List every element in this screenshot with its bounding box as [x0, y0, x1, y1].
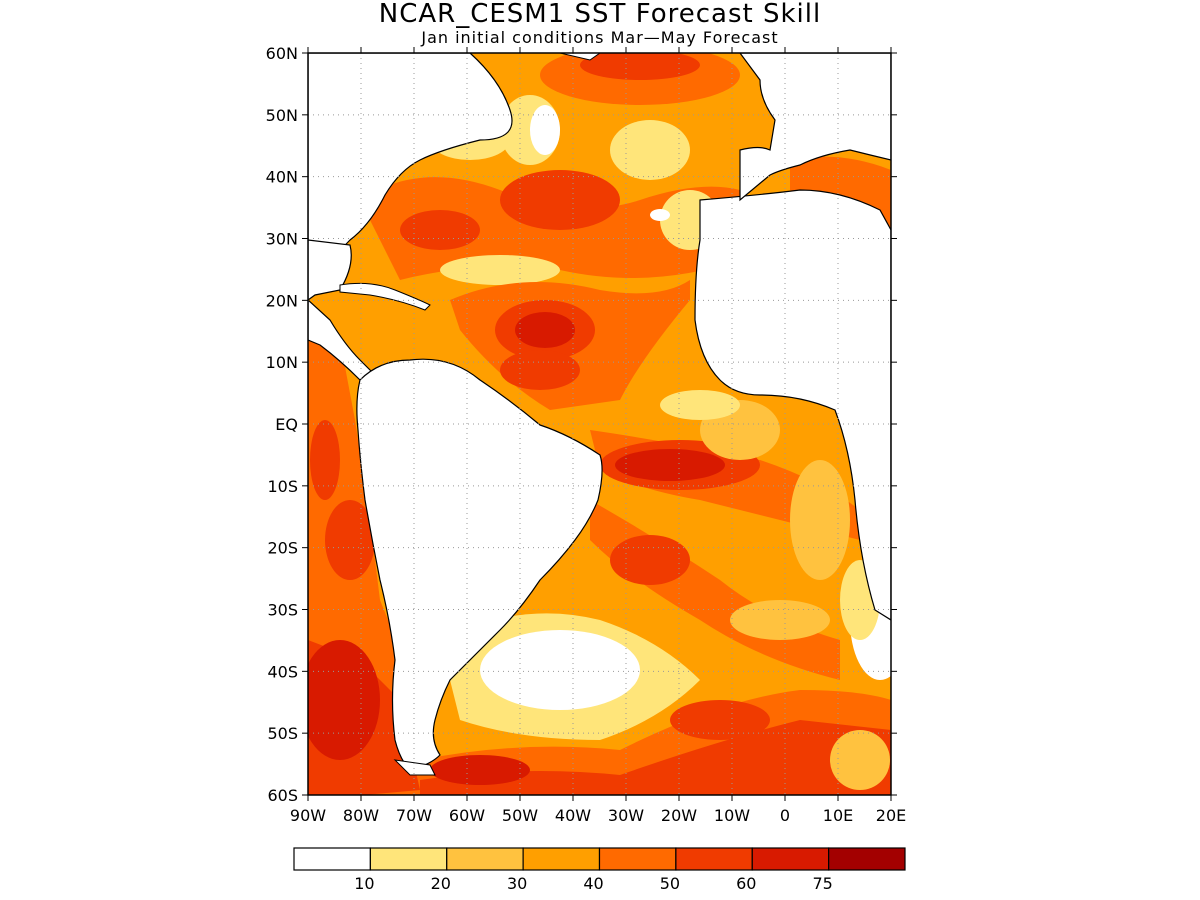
- lat-label: 60N: [266, 44, 298, 63]
- colorbar-swatch: [293, 847, 371, 871]
- lat-label: 50N: [266, 106, 298, 125]
- lat-label: 60S: [267, 786, 298, 805]
- colorbar-label: 60: [736, 874, 756, 893]
- colorbar: 10 20 30 40 50 60 75: [293, 847, 906, 893]
- map-gridlines: [308, 53, 891, 795]
- colorbar-swatch: [751, 847, 830, 871]
- lat-label: 40N: [266, 168, 298, 187]
- colorbar-swatch: [446, 847, 524, 871]
- colorbar-swatch: [828, 847, 906, 871]
- lon-label: 20E: [876, 806, 906, 825]
- chart-title: NCAR_CESM1 SST Forecast Skill: [378, 0, 822, 29]
- lat-label: 20S: [267, 539, 298, 558]
- colorbar-swatch: [598, 847, 677, 871]
- colorbar-label: 75: [812, 874, 832, 893]
- lat-label: EQ: [275, 415, 298, 434]
- lon-label: 30W: [608, 806, 644, 825]
- colorbar-label: 50: [660, 874, 680, 893]
- colorbar-swatch: [369, 847, 448, 871]
- lon-label: 60W: [449, 806, 485, 825]
- land-masses: [308, 53, 891, 776]
- colorbar-swatch: [675, 847, 753, 871]
- lon-label: 40W: [555, 806, 591, 825]
- lat-label: 20N: [266, 291, 298, 310]
- colorbar-swatch: [522, 847, 601, 871]
- lon-label: 90W: [290, 806, 326, 825]
- lon-label: 10W: [714, 806, 750, 825]
- axis-ticks: 60N 50N 40N 30N 20N 10N EQ 10S 20S 30S 40S 50S 60S90…: [266, 44, 907, 825]
- lon-label: 80W: [343, 806, 379, 825]
- lon-label: 20W: [661, 806, 697, 825]
- lat-label: 30S: [267, 601, 298, 620]
- colorbar-label: 30: [507, 874, 527, 893]
- lon-label: 0: [780, 806, 790, 825]
- colorbar-label: 20: [431, 874, 451, 893]
- colorbar-label: 40: [583, 874, 603, 893]
- lat-label: 50S: [267, 724, 298, 743]
- lon-label: 10E: [823, 806, 853, 825]
- lon-label: 50W: [502, 806, 538, 825]
- lat-label: 40S: [267, 662, 298, 681]
- lat-label: 30N: [266, 230, 298, 249]
- lat-label: 10S: [267, 477, 298, 496]
- colorbar-label: 10: [354, 874, 374, 893]
- chart-subtitle: Jan initial conditions Mar—May Forecast: [421, 28, 779, 47]
- lon-label: 70W: [396, 806, 432, 825]
- lat-label: 10N: [266, 353, 298, 372]
